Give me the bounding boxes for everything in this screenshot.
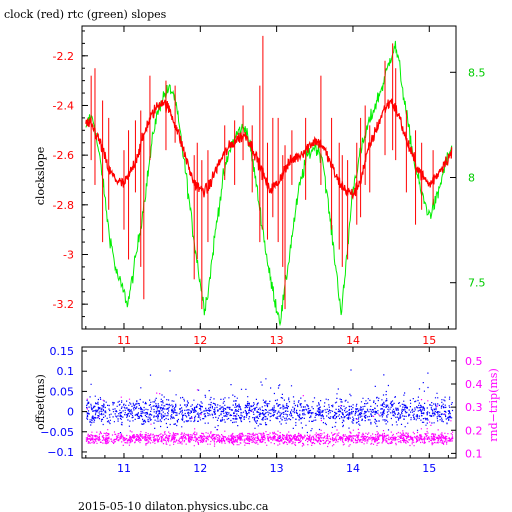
bottom-y-tick-label: 0.05 (50, 385, 75, 398)
bottom-y-tick-label: 0.1 (57, 365, 75, 378)
top-tick-labels: 11 12 13 14 15 -2.2 -2.4 -2.6 -2.8 -3 -3.2 8.5 8 7.5 (53, 50, 486, 347)
top-x-tick-label: 11 (117, 334, 131, 347)
bottom-x-tick-label: 13 (270, 462, 284, 475)
bottom-x-tick-label: 15 (422, 462, 436, 475)
rtc-slope-line (85, 40, 453, 327)
top-x-tick-label: 15 (422, 334, 436, 347)
bottom-right-y-axis-label: rnd−trip(ms) (487, 368, 500, 442)
bottom-x-tick-label: 11 (117, 462, 131, 475)
bottom-tick-labels: 11 12 13 14 15 0.15 0.1 0.05 0 −0.05 −0.1 0.5 0.4 0.3… (40, 345, 482, 475)
bottom-right-y-tick-label: 0.1 (465, 447, 483, 460)
top-tick-marks (82, 26, 456, 329)
top-y-tick-label: -2.4 (53, 99, 74, 112)
top-y-tick-label: -3 (63, 248, 74, 261)
bottom-y-tick-label: −0.1 (47, 446, 74, 459)
bottom-right-y-tick-label: 0.3 (465, 401, 483, 414)
footer-text: 2015-05-10 dilaton.physics.ubc.ca (78, 500, 269, 512)
top-x-tick-label: 12 (193, 334, 207, 347)
bottom-right-y-tick-label: 0.2 (465, 424, 483, 437)
bottom-y-tick-label: 0 (67, 406, 74, 419)
bottom-series-group (85, 369, 454, 448)
offset-points (85, 369, 454, 439)
chart-title: clock (red) rtc (green) slopes (4, 8, 167, 21)
clock-slope-line (85, 98, 453, 200)
top-x-tick-label: 13 (270, 334, 284, 347)
bottom-x-tick-label: 14 (346, 462, 360, 475)
top-plot: 11 12 13 14 15-2.2-2.4-2.6-2.8-3-3.28.587.5 … (34, 25, 486, 347)
top-y-tick-label: -2.6 (53, 149, 74, 162)
top-y-tick-label: -2.2 (53, 50, 74, 63)
top-right-y-tick-label: 8 (468, 172, 475, 185)
bottom-right-y-tick-label: 0.5 (465, 355, 483, 368)
bottom-right-y-tick-label: 0.4 (465, 378, 483, 391)
top-y-axis-label: clockslope (34, 147, 47, 205)
bottom-left-y-axis-label: offset(ms) (34, 374, 47, 430)
bottom-plot-frame (81, 346, 457, 459)
top-right-y-tick-label: 8.5 (468, 66, 486, 79)
bottom-tick-marks (82, 347, 456, 458)
top-series-group (85, 35, 453, 327)
top-right-y-tick-label: 7.5 (468, 277, 486, 290)
bottom-x-tick-label: 12 (193, 462, 207, 475)
bottom-y-tick-label: 0.15 (50, 345, 75, 358)
bottom-plot: 11 12 13 14 15 0.15 0.1 0.05 0 −0.05 −0.1 0.5 0.4 0.3… (34, 345, 500, 475)
round-trip-points (85, 389, 454, 448)
top-y-tick-label: -2.8 (53, 199, 74, 212)
top-y-tick-label: -3.2 (53, 298, 74, 311)
bottom-y-tick-label: −0.05 (40, 426, 74, 439)
top-x-tick-label: 14 (346, 334, 360, 347)
